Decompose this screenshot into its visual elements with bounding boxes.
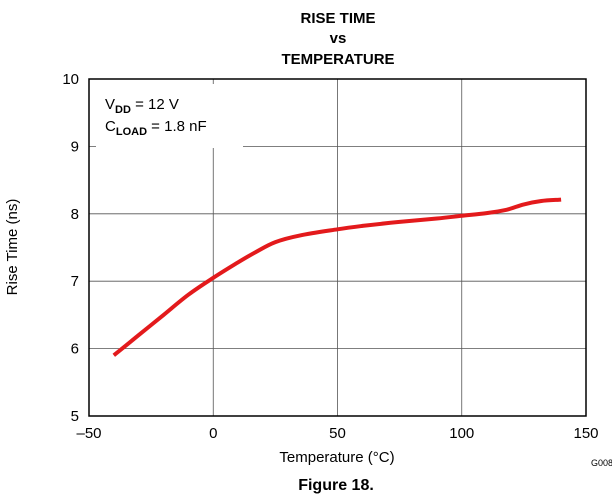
y-tick-label: 7 bbox=[71, 273, 79, 290]
series-line bbox=[112, 197, 562, 357]
y-tick-label: 8 bbox=[71, 206, 79, 223]
chart-title-line-1: RISE TIME bbox=[300, 10, 375, 27]
x-tick-label: 100 bbox=[449, 425, 474, 442]
y-tick-label: 6 bbox=[71, 341, 79, 358]
figure-code: G008 bbox=[591, 458, 612, 468]
x-axis-label: Temperature (°C) bbox=[279, 449, 394, 466]
annotation-line-1: VDD = 12 V bbox=[105, 96, 179, 116]
figure-caption: Figure 18. bbox=[298, 477, 374, 494]
x-tick-label: –50 bbox=[76, 425, 101, 442]
y-tick-labels: 5 6 7 8 9 10 bbox=[62, 71, 79, 425]
x-tick-label: 150 bbox=[573, 425, 598, 442]
plot-frame bbox=[88, 78, 587, 417]
x-tick-labels: –50 0 50 100 150 bbox=[76, 425, 598, 442]
y-tick-label: 9 bbox=[71, 138, 79, 155]
annotation-line-2: CLOAD = 1.8 nF bbox=[105, 118, 207, 138]
y-tick-label: 5 bbox=[71, 408, 79, 425]
annotation-box bbox=[96, 84, 243, 148]
chart-title-line-2: vs bbox=[330, 30, 347, 47]
x-tick-label: 0 bbox=[209, 425, 217, 442]
y-tick-label: 10 bbox=[62, 71, 79, 88]
chart-title-line-3: TEMPERATURE bbox=[281, 51, 394, 68]
y-axis-label: Rise Time (ns) bbox=[4, 199, 21, 296]
x-tick-label: 50 bbox=[329, 425, 346, 442]
